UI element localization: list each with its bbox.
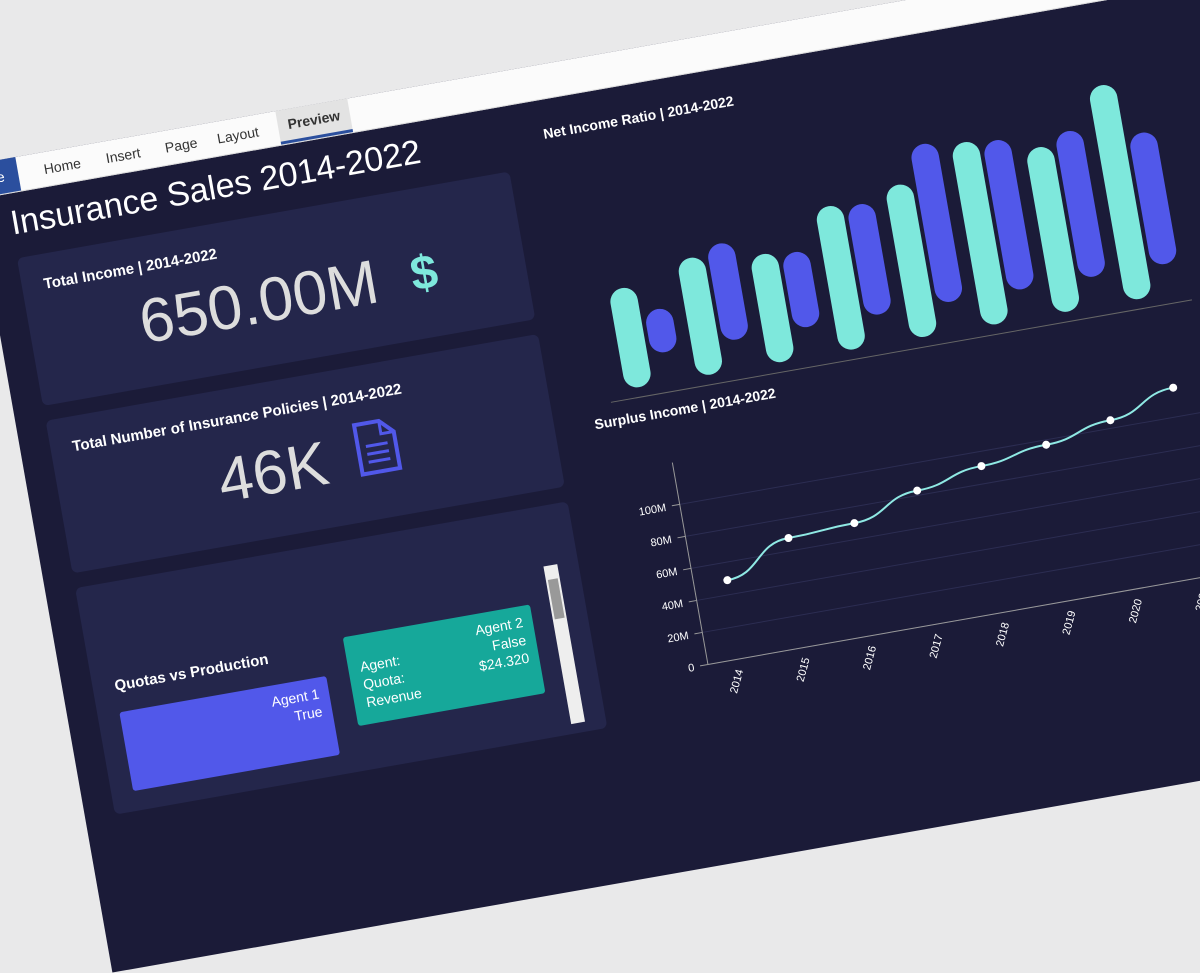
bar bbox=[1056, 130, 1105, 277]
tab[interactable]: Insert bbox=[104, 144, 142, 167]
y-tick bbox=[699, 663, 709, 667]
bar bbox=[1027, 147, 1079, 312]
grid-line bbox=[702, 538, 1200, 633]
card-icon: $ bbox=[406, 244, 442, 302]
bar bbox=[708, 243, 748, 340]
kpi-card: Total Number of Insurance Policies | 201… bbox=[45, 333, 565, 574]
x-tick-label: 2019 bbox=[1061, 609, 1079, 636]
scrollbar[interactable] bbox=[543, 564, 586, 725]
grid-line bbox=[685, 442, 1200, 537]
line bbox=[727, 386, 1174, 582]
grid-line bbox=[690, 474, 1200, 569]
grid-line bbox=[696, 506, 1200, 601]
bar bbox=[783, 251, 820, 328]
bar bbox=[1089, 85, 1151, 300]
point bbox=[1106, 416, 1115, 425]
y-tick bbox=[683, 567, 692, 571]
bar bbox=[952, 141, 1008, 325]
document-icon bbox=[351, 418, 403, 477]
tab[interactable]: Home bbox=[42, 154, 83, 178]
y-tick bbox=[688, 599, 697, 603]
y-tick-label: 80M bbox=[650, 534, 673, 550]
tab[interactable]: Layout bbox=[215, 123, 260, 147]
y-tick-label: 20M bbox=[667, 630, 690, 646]
point bbox=[1042, 440, 1051, 449]
chart-title: Net Income Ratio | 2014-2022 bbox=[542, 93, 735, 142]
y-tick bbox=[677, 535, 686, 539]
point bbox=[723, 576, 732, 585]
agent-card[interactable]: Agent 1 True bbox=[119, 675, 341, 792]
agent-status: True bbox=[292, 703, 324, 724]
y-tick bbox=[694, 631, 703, 635]
point bbox=[1169, 383, 1178, 392]
grid-line bbox=[707, 570, 1200, 665]
bar bbox=[816, 205, 865, 350]
grid-line bbox=[679, 410, 1200, 505]
point bbox=[913, 486, 922, 495]
x-axis bbox=[707, 570, 1200, 665]
card-value: 46K bbox=[212, 428, 334, 517]
x-tick-label: 2014 bbox=[728, 668, 746, 695]
bar bbox=[886, 184, 937, 338]
x-axis bbox=[610, 299, 1193, 403]
point bbox=[784, 534, 793, 543]
point bbox=[977, 462, 986, 471]
x-tick-label: 2020 bbox=[1127, 598, 1145, 625]
y-tick-label: 40M bbox=[661, 598, 684, 614]
tab[interactable]: ile bbox=[0, 157, 22, 199]
x-tick-label: 2015 bbox=[795, 656, 813, 683]
tab[interactable]: Preview bbox=[275, 98, 354, 145]
bar bbox=[646, 308, 677, 353]
agent-card[interactable]: Agent: Quota: Revenue Agent 2 False $24.… bbox=[342, 604, 546, 727]
bar bbox=[984, 140, 1034, 290]
y-tick-label: 100M bbox=[638, 502, 667, 519]
x-tick-label: 2016 bbox=[861, 645, 879, 672]
tab[interactable]: Page bbox=[163, 134, 199, 156]
y-tick-label: 0 bbox=[687, 662, 695, 675]
bar bbox=[911, 143, 963, 302]
y-tick bbox=[671, 503, 680, 507]
bar bbox=[678, 257, 723, 375]
y-tick-label: 60M bbox=[655, 566, 678, 582]
x-tick-label: 2017 bbox=[928, 633, 946, 660]
point bbox=[850, 519, 859, 528]
x-tick-label: 2021 bbox=[1194, 586, 1200, 613]
bar bbox=[848, 204, 891, 315]
bar bbox=[1130, 132, 1177, 265]
card-label: Quotas vs Production bbox=[113, 650, 270, 695]
x-tick-label: 2018 bbox=[994, 621, 1012, 648]
agent-revenue: $24.320 bbox=[477, 649, 531, 675]
bar bbox=[751, 253, 794, 363]
bar bbox=[610, 287, 651, 388]
